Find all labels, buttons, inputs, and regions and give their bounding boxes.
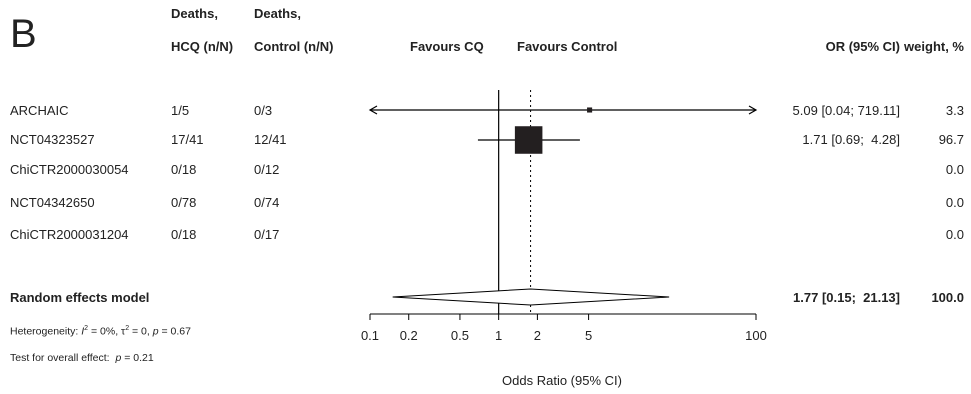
study-square	[514, 126, 543, 154]
x-tick-label: 5	[585, 328, 592, 343]
het-i2-symbol: I	[81, 325, 85, 338]
het-tau-sup: 2	[125, 325, 130, 332]
study-square	[587, 107, 593, 113]
het-i2-value: = 0%,	[88, 325, 122, 338]
x-tick-label: 1	[495, 328, 502, 343]
het-prefix: Heterogeneity:	[10, 325, 82, 338]
study-name: ChiCTR2000031204	[10, 227, 129, 242]
header-weight: weight, %	[904, 39, 964, 54]
study-control: 12/41	[254, 132, 287, 147]
study-control: 0/12	[254, 162, 280, 177]
pooled-weight: 100.0	[931, 290, 964, 305]
study-or: 5.09 [0.04; 719.11]	[792, 103, 900, 118]
study-control: 0/17	[254, 227, 280, 242]
study-control: 0/3	[254, 103, 273, 118]
pooled-label: Random effects model	[10, 290, 150, 305]
study-hcq: 17/41	[171, 132, 204, 147]
het-tau-value: = 0,	[129, 325, 153, 338]
study-name: ChiCTR2000030054	[10, 162, 129, 177]
x-tick-label: 100	[745, 328, 767, 343]
het-tau-symbol: τ	[121, 325, 126, 338]
header-hcq: Deaths, HCQ (n/N)	[171, 6, 233, 55]
study-hcq: 0/78	[171, 195, 197, 210]
study-hcq: 0/18	[171, 162, 197, 177]
het-p-symbol: p	[152, 325, 159, 338]
overall-p-symbol: p	[115, 352, 122, 364]
header-hcq-line1: Deaths,	[171, 6, 218, 21]
het-p-value: = 0.67	[158, 325, 191, 338]
pooled-diamond	[392, 288, 670, 306]
study-hcq: 1/5	[171, 103, 190, 118]
header-hcq-line2: HCQ (n/N)	[171, 39, 234, 54]
header-favours-left: Favours CQ	[410, 39, 484, 54]
study-name: NCT04323527	[10, 132, 95, 147]
ci-arrow-left	[368, 105, 378, 115]
header-control: Deaths, Control (n/N)	[254, 6, 333, 55]
x-tick-label: 2	[534, 328, 541, 343]
overall-effect-text: Test for overall effect: p = 0.21	[10, 350, 154, 366]
x-tick-label: 0.5	[451, 328, 469, 343]
x-tick-label: 0.1	[361, 328, 379, 343]
study-name: NCT04342650	[10, 195, 95, 210]
overall-prefix: Test for overall effect:	[10, 352, 116, 364]
pooled-or: 1.77 [0.15; 21.13]	[793, 290, 900, 305]
header-favours-right: Favours Control	[517, 39, 618, 54]
study-hcq: 0/18	[171, 227, 197, 242]
header-or: OR (95% CI)	[825, 39, 900, 54]
panel-label: B	[10, 12, 37, 56]
ci-arrow-right	[748, 105, 758, 115]
x-tick-label: 0.2	[400, 328, 418, 343]
study-or: 1.71 [0.69; 4.28]	[802, 132, 900, 147]
header-control-line1: Deaths,	[254, 6, 301, 21]
study-weight: 3.3	[945, 103, 964, 118]
overall-p-value: = 0.21	[121, 352, 154, 364]
study-control: 0/74	[254, 195, 280, 210]
heterogeneity-text: Heterogeneity: I2 = 0%, τ2 = 0, p = 0.67	[10, 321, 191, 340]
study-weight: 96.7	[938, 132, 964, 147]
x-axis-label: Odds Ratio (95% CI)	[502, 373, 622, 388]
study-weight: 0.0	[945, 195, 964, 210]
study-weight: 0.0	[945, 162, 964, 177]
header-control-line2: Control (n/N)	[254, 39, 334, 54]
study-name: ARCHAIC	[10, 103, 69, 118]
het-i2-sup: 2	[84, 325, 89, 332]
study-weight: 0.0	[945, 227, 964, 242]
